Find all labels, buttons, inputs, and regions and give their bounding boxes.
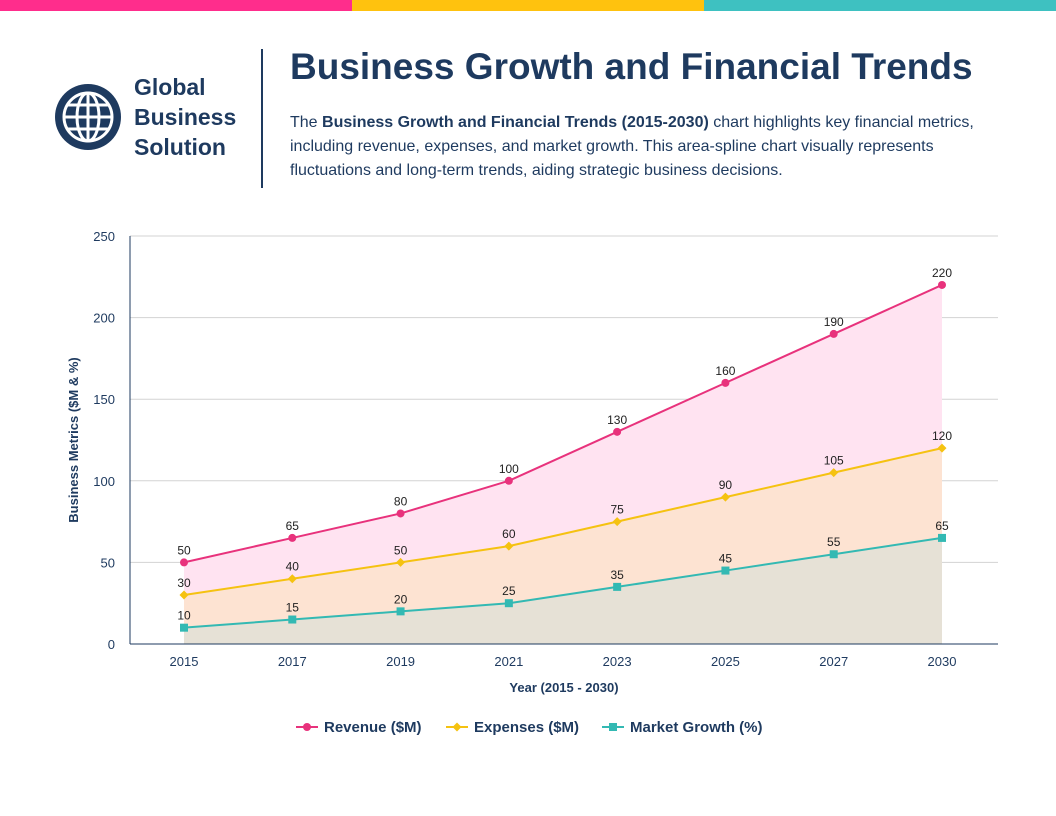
intro-bold: Business Growth and Financial Trends (20… [322,114,709,131]
data-label-series-1-2023: 75 [610,503,624,517]
data-label-series-2-2023: 35 [610,568,624,582]
data-label-series-0-2019: 80 [394,494,408,508]
y-tick-label-0: 0 [108,637,115,652]
point-series-1-2025 [720,492,730,502]
point-series-1-2017 [287,574,297,584]
data-label-series-1-2015: 30 [177,576,191,590]
data-label-series-0-2021: 100 [499,462,519,476]
point-series-0-2021 [504,476,513,485]
intro-prefix: The [290,114,323,131]
point-series-0-2023 [613,427,622,436]
point-series-1-2019 [396,557,406,567]
legend-marker-series-2 [609,723,617,731]
x-tick-label-2025: 2025 [711,654,740,669]
line-series-2 [183,536,943,629]
data-label-series-0-2017: 65 [286,519,300,533]
y-tick-label-100: 100 [93,474,115,489]
point-series-1-2021 [504,541,514,551]
point-series-2-2030 [938,533,946,542]
point-series-2-2015 [180,623,188,632]
line-series-1 [183,447,943,597]
point-series-2-2019 [396,607,405,616]
point-series-0-2015 [180,558,188,567]
x-tick-label-2023: 2023 [603,654,632,669]
point-series-1-2027 [829,468,839,478]
data-label-series-0-2027: 190 [824,315,844,329]
data-label-series-1-2017: 40 [286,560,300,574]
point-series-0-2030 [938,280,946,289]
brand-line-2: Business [134,104,237,130]
data-label-series-1-2027: 105 [824,454,844,468]
top-bar-pink [0,0,352,11]
data-label-series-1-2021: 60 [502,527,516,541]
y-tick-label-200: 200 [93,311,115,326]
data-label-series-2-2030: 65 [935,519,949,533]
y-tick-label-250: 250 [93,229,115,244]
intro-paragraph: The Business Growth and Financial Trends… [290,111,990,183]
x-tick-label-2017: 2017 [278,654,307,669]
header-divider [261,49,263,188]
top-bar-yellow [352,0,704,11]
data-label-series-1-2030: 120 [932,429,952,443]
point-series-0-2017 [288,533,297,542]
point-series-2-2023 [613,582,622,591]
data-label-series-2-2025: 45 [719,552,733,566]
brand-line-3: Solution [134,134,226,160]
point-series-0-2025 [721,378,730,387]
line-series-0 [183,284,943,564]
legend-label-series-0: Revenue ($M) [324,719,422,736]
point-series-1-2030 [937,443,947,453]
brand-name: Global Business Solution [134,72,236,162]
data-label-series-0-2015: 50 [177,543,191,557]
y-tick-label-150: 150 [93,392,115,407]
data-label-series-1-2025: 90 [719,478,733,492]
page-title: Business Growth and Financial Trends [290,46,973,87]
area-series-2 [184,537,942,644]
x-axis-title: Year (2015 - 2030) [509,680,618,695]
data-label-series-0-2025: 160 [715,364,735,378]
point-series-2-2017 [288,615,297,624]
point-series-2-2021 [504,599,513,608]
data-label-series-0-2023: 130 [607,413,627,427]
data-label-series-2-2015: 10 [177,609,191,623]
top-color-bars [0,0,1056,11]
brand-line-1: Global [134,74,206,100]
y-tick-label-50: 50 [101,555,115,570]
point-series-2-2025 [721,566,730,575]
point-series-1-2023 [612,517,622,527]
data-label-series-0-2030: 220 [932,266,952,280]
legend-label-series-2: Market Growth (%) [630,719,763,736]
intro-rest: chart highlights key financial metrics, … [290,114,974,179]
point-series-0-2027 [829,329,838,338]
globe-icon [55,84,121,150]
data-label-series-2-2019: 20 [394,592,408,606]
x-tick-label-2030: 2030 [928,654,957,669]
x-tick-label-2027: 2027 [819,654,848,669]
legend-marker-series-0 [303,723,311,731]
data-label-series-2-2021: 25 [502,584,516,598]
data-label-series-2-2027: 55 [827,535,841,549]
brand-block: Global Business Solution [54,72,236,162]
point-series-1-2015 [179,590,189,600]
top-bar-teal [704,0,1056,11]
x-tick-label-2015: 2015 [170,654,199,669]
x-tick-label-2021: 2021 [494,654,523,669]
point-series-0-2019 [396,509,405,518]
legend-marker-series-1 [452,722,462,732]
point-series-2-2027 [829,550,838,559]
data-label-series-2-2017: 15 [286,601,300,615]
x-tick-label-2019: 2019 [386,654,415,669]
y-axis-title: Business Metrics ($M & %) [66,357,81,522]
legend-label-series-1: Expenses ($M) [474,719,579,736]
data-label-series-1-2019: 50 [394,543,408,557]
